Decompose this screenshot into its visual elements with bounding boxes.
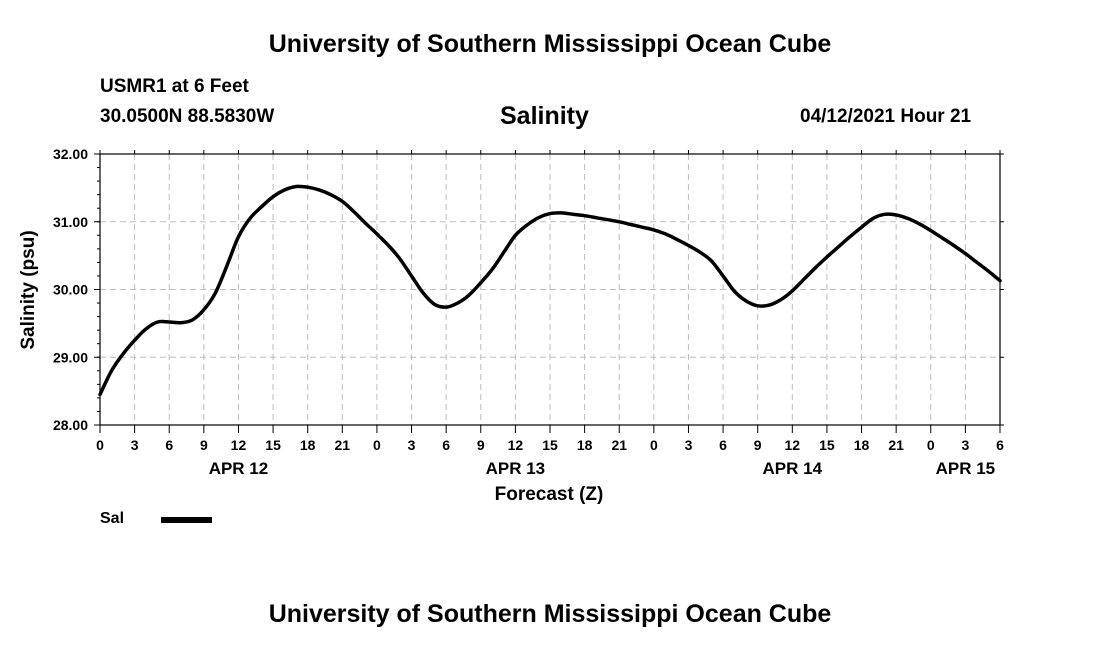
station-label: USMR1 at 6 Feet bbox=[100, 76, 249, 97]
grid-lines bbox=[100, 154, 1000, 425]
x-tick-label: 9 bbox=[200, 437, 208, 453]
x-tick-label: 21 bbox=[888, 437, 904, 453]
x-tick-label: 6 bbox=[165, 437, 173, 453]
x-tick-label: 18 bbox=[854, 437, 870, 453]
x-tick-label: 12 bbox=[508, 437, 524, 453]
x-tick-label: 0 bbox=[96, 437, 104, 453]
y-tick-label: 28.00 bbox=[53, 417, 88, 433]
axes bbox=[94, 150, 1004, 433]
y-axis-label: Salinity (psu) bbox=[18, 230, 39, 349]
x-tick-label: 15 bbox=[819, 437, 835, 453]
x-tick-label: 12 bbox=[231, 437, 247, 453]
x-tick-label: 15 bbox=[265, 437, 281, 453]
x-tick-label: 21 bbox=[335, 437, 351, 453]
top-title: University of Southern Mississippi Ocean… bbox=[268, 30, 832, 58]
series-layer bbox=[98, 184, 1002, 397]
x-tick-label: 0 bbox=[373, 437, 381, 453]
datetime-label: 04/12/2021 Hour 21 bbox=[800, 106, 972, 127]
x-tick-label: 0 bbox=[650, 437, 658, 453]
day-label: APR 15 bbox=[936, 459, 996, 478]
x-tick-label: 9 bbox=[754, 437, 762, 453]
x-tick-label: 21 bbox=[611, 437, 627, 453]
x-tick-label: 12 bbox=[785, 437, 801, 453]
x-tick-label: 6 bbox=[719, 437, 727, 453]
day-label: APR 13 bbox=[486, 459, 546, 478]
x-tick-label: 6 bbox=[996, 437, 1004, 453]
legend-swatch bbox=[161, 517, 212, 523]
bottom-title: University of Southern Mississippi Ocean… bbox=[268, 600, 832, 628]
x-tick-label: 0 bbox=[927, 437, 935, 453]
x-tick-label: 3 bbox=[961, 437, 969, 453]
plot-frame bbox=[99, 153, 1001, 426]
chart-title: Salinity bbox=[500, 102, 589, 130]
x-tick-label: 3 bbox=[408, 437, 416, 453]
x-tick-label: 3 bbox=[685, 437, 693, 453]
x-axis-label: Forecast (Z) bbox=[495, 484, 604, 505]
y-tick-label: 29.00 bbox=[53, 349, 88, 365]
x-tick-label: 15 bbox=[542, 437, 558, 453]
y-tick-label: 30.00 bbox=[53, 282, 88, 298]
series-line-sal bbox=[98, 184, 1002, 397]
day-label: APR 12 bbox=[209, 459, 269, 478]
y-tick-label: 31.00 bbox=[53, 214, 88, 230]
legend-label: Sal bbox=[100, 510, 125, 527]
x-tick-label: 18 bbox=[300, 437, 316, 453]
y-tick-label: 32.00 bbox=[53, 146, 88, 162]
coordinates-label: 30.0500N 88.5830W bbox=[100, 106, 275, 127]
x-tick-label: 9 bbox=[477, 437, 485, 453]
tick-labels: 0 3 6 9 12 15 18 21 0 3 6 9 12 15 18 21 0 3 6 9 12 15 18 21 0 3 6 2… bbox=[53, 146, 1004, 478]
x-tick-label: 3 bbox=[131, 437, 139, 453]
x-tick-label: 18 bbox=[577, 437, 593, 453]
x-tick-label: 6 bbox=[442, 437, 450, 453]
day-label: APR 14 bbox=[763, 459, 823, 478]
